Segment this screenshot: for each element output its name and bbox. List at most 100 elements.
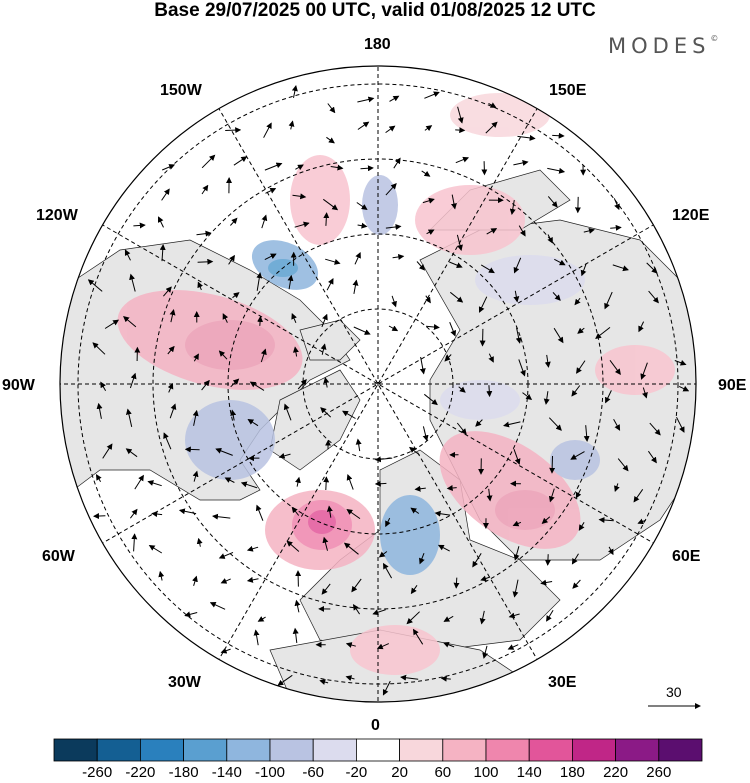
wind-vector bbox=[385, 517, 391, 528]
wind-vector bbox=[291, 85, 298, 98]
wind-vector bbox=[345, 642, 356, 648]
brand-name: MODES bbox=[608, 34, 711, 58]
colorbar-swatch bbox=[528, 738, 573, 762]
wind-vector bbox=[503, 421, 521, 428]
wind-vector bbox=[330, 164, 344, 171]
wind-vector bbox=[342, 410, 356, 419]
wind-vector bbox=[345, 675, 355, 681]
colorbar-swatch bbox=[572, 738, 617, 762]
anomaly-positive-russia-core bbox=[495, 490, 555, 530]
colorbar-tick-label: 20 bbox=[391, 764, 408, 781]
wind-vector bbox=[326, 136, 335, 144]
wind-vector bbox=[455, 156, 470, 164]
wind-vector bbox=[192, 575, 198, 586]
wind-vectors bbox=[87, 85, 690, 696]
colorbar-swatch bbox=[226, 738, 271, 762]
wind-vector bbox=[648, 290, 659, 304]
wind-vector bbox=[222, 313, 229, 323]
colorbar-swatch bbox=[485, 738, 530, 762]
colorbar-swatch bbox=[615, 738, 660, 762]
wind-vector bbox=[220, 647, 231, 654]
wind-vector bbox=[422, 426, 429, 442]
wind-vector bbox=[513, 257, 522, 274]
longitude-label-90w: 90W bbox=[2, 377, 35, 394]
wind-vector bbox=[507, 644, 519, 650]
wind-vector bbox=[609, 360, 621, 376]
wind-vector bbox=[255, 504, 264, 521]
page-title: Base 29/07/2025 00 UTC, valid 01/08/2025… bbox=[154, 0, 596, 21]
wind-vector bbox=[485, 121, 498, 134]
colorbar-swatch bbox=[658, 738, 703, 762]
wind-vector bbox=[426, 229, 435, 235]
wind-vector bbox=[378, 551, 388, 558]
wind-vector bbox=[544, 554, 551, 566]
wind-vector bbox=[637, 518, 646, 525]
wind-vector bbox=[184, 611, 198, 618]
wind-vector bbox=[540, 579, 553, 586]
wind-vector bbox=[421, 170, 431, 177]
wind-vector bbox=[346, 474, 354, 490]
colorbar bbox=[53, 738, 703, 762]
wind-vector bbox=[169, 403, 177, 419]
wind-vector bbox=[475, 419, 483, 427]
wind-vector bbox=[440, 675, 451, 682]
wind-vector bbox=[389, 95, 400, 102]
wind-vector bbox=[102, 443, 113, 459]
wind-vector bbox=[148, 544, 163, 554]
wind-vector bbox=[443, 615, 454, 622]
wind-vector bbox=[161, 188, 170, 201]
wind-vector bbox=[129, 508, 138, 519]
wind-vector bbox=[449, 322, 457, 337]
colorbar-tick-label: -220 bbox=[125, 764, 156, 781]
longitude-label-150w: 150W bbox=[160, 82, 202, 99]
anomaly-negative-siberia bbox=[475, 255, 585, 305]
wind-vector bbox=[256, 272, 263, 291]
colorbar-tick-label: -100 bbox=[254, 764, 286, 781]
brand-logo: MODES© bbox=[608, 34, 718, 58]
wind-vector bbox=[488, 102, 497, 108]
longitude-label-60e: 60E bbox=[672, 548, 701, 565]
anomaly-negative-asia bbox=[550, 440, 600, 480]
colorbar-swatch bbox=[96, 738, 141, 762]
wind-vector bbox=[547, 167, 566, 174]
wind-vector bbox=[246, 576, 259, 583]
wind-vector bbox=[646, 262, 658, 274]
wind-vector bbox=[215, 448, 233, 456]
wind-vector bbox=[162, 164, 176, 171]
wind-vector bbox=[125, 408, 133, 428]
wind-vector bbox=[374, 480, 387, 487]
wind-vector bbox=[159, 244, 166, 262]
wind-vector bbox=[479, 610, 486, 625]
wind-vector bbox=[232, 292, 240, 299]
brand-copyright: © bbox=[710, 34, 719, 43]
wind-vector bbox=[260, 348, 267, 363]
wind-vector bbox=[647, 450, 657, 464]
anomaly-negative-scandinavia bbox=[380, 495, 440, 575]
wind-vector bbox=[131, 533, 138, 552]
wind-vector bbox=[678, 385, 690, 392]
wind-vector bbox=[292, 346, 299, 357]
wind-vector bbox=[552, 132, 565, 139]
wind-vector bbox=[357, 121, 370, 130]
wind-vector bbox=[434, 510, 451, 517]
wind-vector bbox=[449, 291, 464, 303]
wind-vector bbox=[327, 103, 336, 114]
wind-vector bbox=[385, 223, 402, 230]
colorbar-swatch bbox=[269, 738, 314, 762]
wind-vector bbox=[230, 217, 238, 226]
anomaly-shading bbox=[117, 93, 675, 675]
wind-vector bbox=[323, 476, 330, 491]
wind-vector bbox=[458, 386, 466, 393]
graticule bbox=[60, 66, 696, 702]
wind-vector bbox=[383, 562, 393, 579]
wind-vector bbox=[548, 488, 555, 503]
wind-vector bbox=[264, 162, 283, 171]
wind-vector bbox=[604, 291, 613, 310]
wind-vector bbox=[595, 327, 611, 340]
wind-vector bbox=[294, 599, 301, 613]
longitude-label-120w: 120W bbox=[36, 207, 78, 224]
wind-vector bbox=[326, 278, 334, 291]
wind-vector bbox=[326, 505, 333, 518]
wind-vector bbox=[547, 234, 553, 244]
wind-vector bbox=[547, 196, 558, 208]
